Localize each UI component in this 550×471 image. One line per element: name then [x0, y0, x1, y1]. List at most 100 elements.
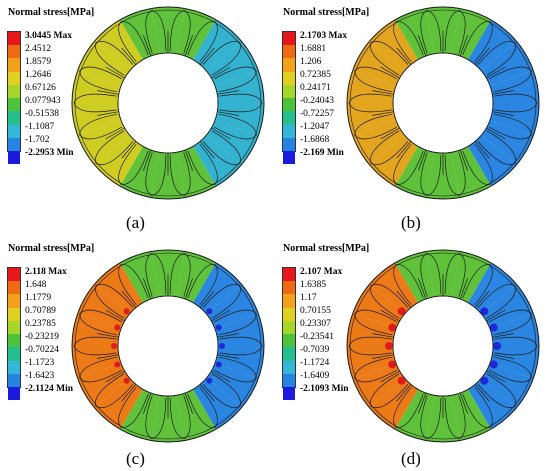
ring-border — [74, 9, 262, 197]
cell-outline — [79, 66, 123, 93]
color-legend-bar — [7, 31, 21, 165]
cell-outline — [393, 264, 424, 306]
spoke-line — [492, 333, 514, 338]
cell-outline — [118, 143, 149, 185]
spoke-line — [105, 66, 125, 79]
contour-sector — [94, 378, 143, 430]
cell-outline — [202, 284, 241, 319]
contour-sector — [176, 389, 216, 441]
spoke-line — [121, 47, 137, 65]
contour-sector — [193, 262, 242, 314]
cell-outline — [73, 93, 117, 113]
legend-swatch — [283, 71, 295, 85]
legend-label-min: -2.1093 Min — [300, 384, 349, 394]
legend-label: 2.4512 — [25, 44, 52, 54]
legend-swatch — [8, 32, 20, 46]
contour-sector — [352, 41, 405, 86]
contour-sector — [369, 135, 418, 187]
contour-sector — [481, 120, 534, 165]
spoke-line — [217, 111, 239, 116]
stress-hotspot — [206, 377, 213, 384]
contour-sector — [120, 251, 160, 303]
panel-caption: (b) — [401, 213, 421, 232]
contour-sector — [352, 363, 405, 408]
contour-sector — [94, 262, 143, 314]
contour-sector — [451, 8, 491, 60]
legend-label: 1.17 — [300, 293, 317, 303]
cell-outline — [370, 41, 409, 76]
cell-outline — [348, 93, 392, 113]
legend-swatch — [8, 320, 20, 335]
contour-sector — [451, 251, 491, 303]
contour-sector — [176, 146, 216, 198]
stress-hotspot — [489, 323, 498, 332]
legend-swatch — [283, 84, 295, 99]
legend-label: 1.6385 — [300, 280, 327, 290]
panel-b: Normal stress[MPa] 2.1703 Max 1.6881 1.2… — [275, 0, 550, 235]
inner-hole — [118, 296, 218, 396]
legend-title: Normal stress[MPa] — [283, 7, 370, 18]
legend-swatch — [8, 347, 20, 361]
spoke-line — [380, 309, 400, 322]
ring-border — [349, 252, 537, 440]
cell-outline — [202, 41, 241, 76]
cell-outline — [354, 113, 398, 140]
contour-sector — [426, 152, 460, 200]
legend-title: Normal stress[MPa] — [8, 7, 95, 18]
spoke-line — [121, 384, 137, 402]
legend-label: 1.8579 — [25, 57, 52, 67]
cell-outline — [393, 386, 424, 428]
cell-outline — [488, 66, 532, 93]
spoke-line — [217, 333, 239, 338]
stress-hotspot — [480, 307, 489, 316]
cell-outline — [444, 395, 466, 439]
legend-label: -0.23219 — [25, 332, 60, 342]
cell-outline — [488, 113, 532, 140]
legend-swatch — [283, 373, 295, 387]
legend-label: 0.70155 — [300, 306, 331, 316]
cell-outline — [118, 21, 149, 63]
stress-contour-disk — [346, 249, 540, 443]
spoke-line — [97, 90, 119, 95]
panel-c: Normal stress[MPa] 2.118 Max 1.648 1.177… — [0, 236, 275, 471]
cell-outline — [348, 336, 392, 356]
ring-border — [346, 249, 540, 443]
spoke-line — [143, 149, 152, 171]
legend-swatch — [8, 386, 20, 401]
ring-border — [392, 52, 494, 154]
contour-sector — [151, 250, 185, 297]
contour-sector — [395, 251, 435, 303]
stress-hotspot — [215, 361, 222, 368]
legend-label-min: -2.2953 Min — [25, 148, 74, 158]
cell-outline — [444, 253, 466, 297]
legend-swatch — [8, 58, 20, 72]
cell-outline — [393, 21, 424, 63]
spoke-line — [418, 35, 427, 57]
cell-outline — [462, 143, 493, 185]
spoke-line — [105, 127, 125, 140]
legend-swatch — [8, 307, 20, 321]
contour-sector — [426, 7, 460, 54]
legend-label: -1.702 — [25, 135, 50, 145]
legend-label: -1.6409 — [300, 371, 330, 381]
cell-outline — [477, 373, 516, 408]
cell-outline — [488, 356, 532, 383]
spoke-line — [459, 35, 468, 57]
cell-outline — [213, 66, 257, 93]
legend-swatch — [8, 137, 20, 151]
ring-border — [346, 6, 540, 200]
panel-d: Normal stress[MPa] 2.107 Max 1.6385 1.17… — [275, 236, 550, 471]
legend-swatch — [283, 137, 295, 151]
spoke-line — [396, 47, 412, 65]
contour-sector — [151, 7, 185, 54]
spoke-line — [486, 66, 506, 79]
contour-sector — [151, 152, 185, 200]
spoke-line — [459, 278, 468, 300]
cell-outline — [95, 41, 134, 76]
legend-swatch — [283, 58, 295, 72]
ring-border — [117, 295, 219, 397]
cell-outline — [494, 93, 538, 113]
contour-sector — [468, 19, 517, 71]
inner-hole — [393, 296, 493, 396]
stress-hotspot — [219, 343, 225, 349]
